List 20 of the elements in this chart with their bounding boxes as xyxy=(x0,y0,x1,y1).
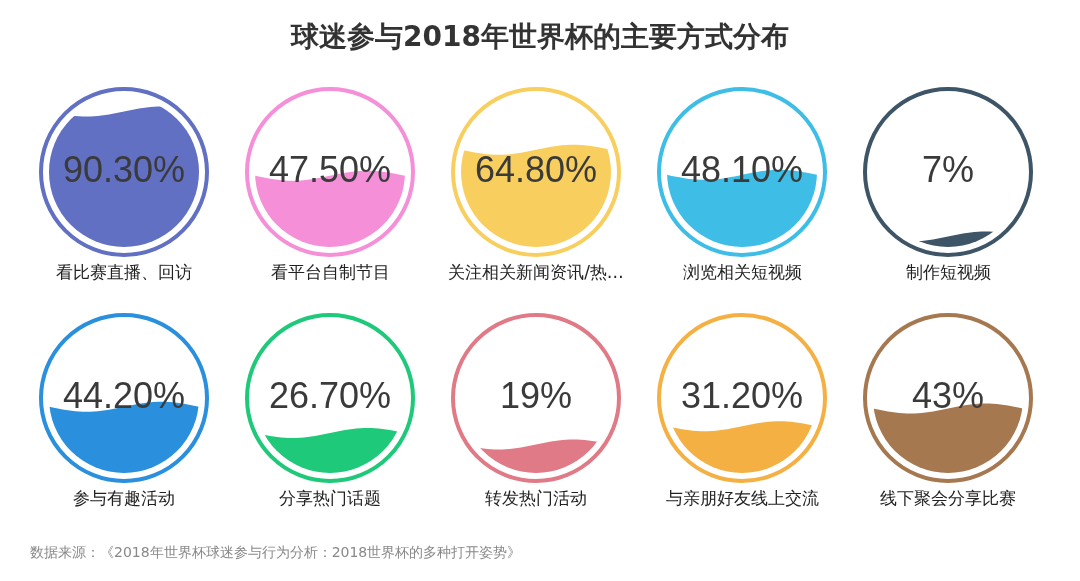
category-label: 转发热门活动 xyxy=(485,488,587,509)
data-label: 19% xyxy=(499,374,573,416)
category-label: 参与有趣活动 xyxy=(73,488,175,509)
data-label: 7% xyxy=(921,148,975,190)
data-label: 31.20% xyxy=(680,374,804,416)
category-label: 线下聚会分享比赛 xyxy=(880,488,1016,509)
source-note: 数据来源：《2018年世界杯球迷参与行为分析：2018世界杯的多种打开姿势》 xyxy=(30,543,522,560)
category-label: 与亲朋好友线上交流 xyxy=(665,488,819,509)
category-label: 浏览相关短视频 xyxy=(682,262,802,283)
category-label: 关注相关新闻资讯/热… xyxy=(448,262,624,283)
category-label: 分享热门话题 xyxy=(279,488,381,509)
data-label: 90.30% xyxy=(62,148,186,190)
data-label: 44.20% xyxy=(62,374,186,416)
data-label: 26.70% xyxy=(268,374,392,416)
category-label: 制作短视频 xyxy=(905,262,991,283)
data-label: 64.80% xyxy=(474,148,598,190)
data-label: 43% xyxy=(911,374,985,416)
text: 球迷参与2018年世界杯的主要方式分布 xyxy=(290,20,789,54)
category-label: 看平台自制节目 xyxy=(270,262,390,283)
category-label: 看比赛直播、回访 xyxy=(56,262,192,283)
